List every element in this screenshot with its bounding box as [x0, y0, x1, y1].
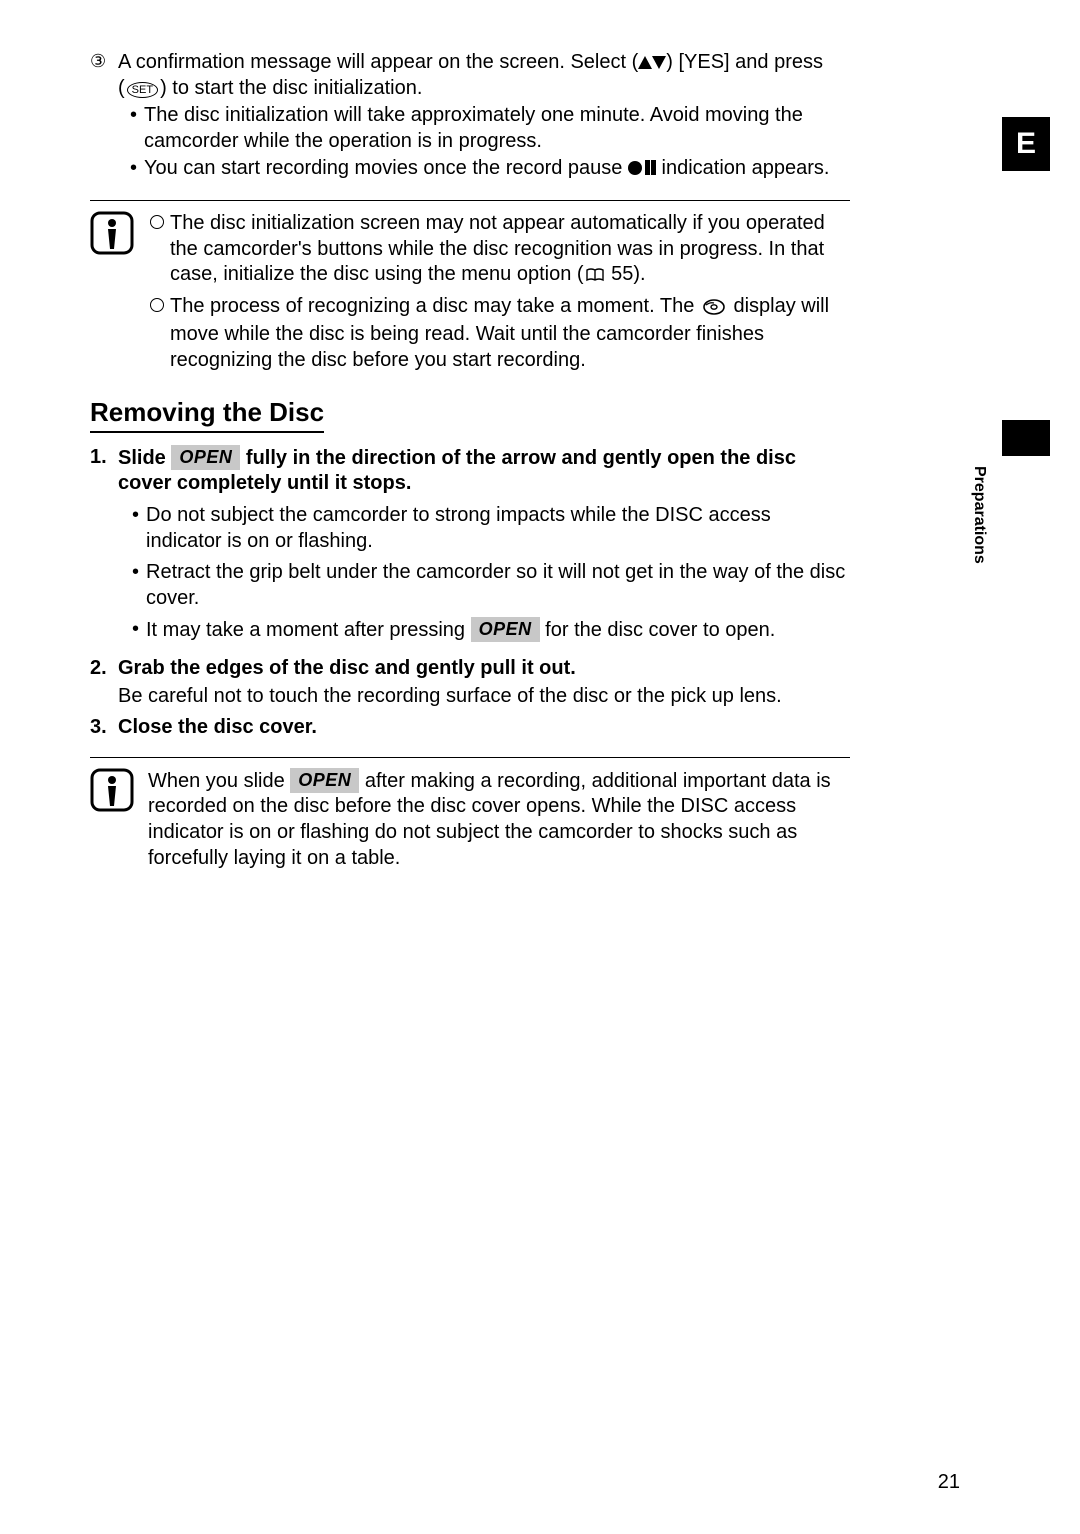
- warning-icon: [90, 211, 134, 255]
- step3-bullet-2b: indication appears.: [662, 157, 830, 179]
- side-tab-letter: E: [1016, 127, 1036, 161]
- info2-text-a: When you slide: [148, 770, 290, 792]
- step2-head: Grab the edges of the disc and gently pu…: [118, 656, 850, 682]
- down-arrow-icon: [652, 56, 666, 69]
- step3-bullet-2a: You can start recording movies once the …: [144, 157, 628, 179]
- step1-bullet-1: Do not subject the camcorder to strong i…: [132, 503, 850, 554]
- book-icon: [586, 264, 604, 290]
- divider: [90, 200, 850, 201]
- step3-line1: A confirmation message will appear on th…: [118, 50, 850, 76]
- disc-icon: [703, 297, 725, 323]
- step3-text-1b: ) [YES] and press: [666, 51, 823, 73]
- info1-text-1a: The disc initialization screen may not a…: [170, 212, 825, 285]
- info1-item-1: The disc initialization screen may not a…: [148, 211, 850, 290]
- step1-head: Slide OPEN fully in the direction of the…: [118, 445, 850, 497]
- info1-pageref: 55).: [606, 263, 646, 285]
- step-number: 1.: [90, 445, 118, 650]
- step3-text-2a: (: [118, 77, 125, 99]
- step1-bullet-3b: for the disc cover to open.: [540, 619, 776, 641]
- divider: [90, 757, 850, 758]
- info1-text-2a: The process of recognizing a disc may ta…: [170, 295, 700, 317]
- warning-icon: [90, 768, 134, 812]
- step2-body: Be careful not to touch the recording su…: [118, 684, 850, 710]
- up-arrow-icon: [638, 56, 652, 69]
- set-button-icon: SET: [127, 82, 158, 98]
- step3-line2: (SET) to start the disc initialization.: [118, 76, 850, 102]
- step1-head-a: Slide: [118, 447, 171, 469]
- page-content: ③ A confirmation message will appear on …: [90, 50, 850, 871]
- removing-steps: 1. Slide OPEN fully in the direction of …: [90, 445, 850, 741]
- removing-step-1: 1. Slide OPEN fully in the direction of …: [90, 445, 850, 650]
- section-title: Removing the Disc: [90, 396, 324, 433]
- step1-bullet-2: Retract the grip belt under the camcorde…: [132, 560, 850, 611]
- step3-bullet-1: The disc initialization will take approx…: [130, 103, 850, 154]
- info1-item-2: The process of recognizing a disc may ta…: [148, 294, 850, 374]
- step-number: 2.: [90, 656, 118, 709]
- record-circle-icon: [628, 161, 642, 175]
- info2-text: When you slide OPEN after making a recor…: [148, 768, 850, 871]
- open-switch-label: OPEN: [471, 617, 540, 642]
- side-tab-marker: [1002, 420, 1050, 456]
- side-section-label: Preparations: [970, 466, 988, 564]
- step1-bullet-3: It may take a moment after pressing OPEN…: [132, 617, 850, 644]
- info-block-2: When you slide OPEN after making a recor…: [90, 768, 850, 871]
- open-switch-label: OPEN: [290, 768, 359, 793]
- open-switch-label: OPEN: [171, 445, 240, 470]
- step3-number: ③: [90, 50, 106, 73]
- pause-bar-icon: [651, 160, 656, 175]
- page-number: 21: [938, 1471, 960, 1494]
- step3-block: ③ A confirmation message will appear on …: [90, 50, 850, 184]
- removing-step-3: 3. Close the disc cover.: [90, 715, 850, 741]
- step3-text-1a: A confirmation message will appear on th…: [118, 51, 638, 73]
- step3-head: Close the disc cover.: [118, 715, 850, 741]
- removing-step-2: 2. Grab the edges of the disc and gently…: [90, 656, 850, 709]
- step-number: 3.: [90, 715, 118, 741]
- step3-text-2b: ) to start the disc initialization.: [160, 77, 422, 99]
- pause-bar-icon: [645, 160, 650, 175]
- side-tab-language: E: [1002, 117, 1050, 171]
- step3-bullet-2: You can start recording movies once the …: [130, 156, 850, 182]
- info-block-1: The disc initialization screen may not a…: [90, 211, 850, 378]
- step1-bullet-3a: It may take a moment after pressing: [146, 619, 471, 641]
